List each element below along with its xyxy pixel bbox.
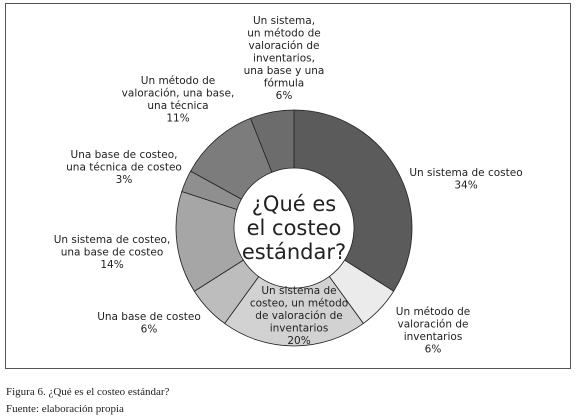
slice-percent: 3% xyxy=(116,174,133,186)
slice-label-line: Un sistema de costeo, xyxy=(54,234,171,246)
slice-label-line: fórmula xyxy=(264,78,305,90)
slice-label-line: un método de xyxy=(247,28,320,40)
center-text-line-1: ¿Qué es xyxy=(252,192,336,216)
slice-label-8: Un sistema, un método de valoración de inve… xyxy=(244,15,325,102)
slice-percent: 34% xyxy=(454,180,477,192)
slice-label-line: valoración de xyxy=(398,319,469,331)
slice-8 xyxy=(250,109,295,173)
slice-label-line: costeo, un método xyxy=(250,298,348,310)
center-text-line-3: estándar? xyxy=(242,240,346,264)
center-text-line-2: el costeo xyxy=(247,216,342,240)
slice-label-line: Una base de costeo, xyxy=(71,149,178,161)
slice-label-line: Un sistema de costeo xyxy=(409,167,522,179)
slice-label-line: Un sistema, xyxy=(253,15,315,27)
slice-percent: 6% xyxy=(425,344,442,356)
slice-label-line: de valoración de xyxy=(255,310,342,322)
slice-label-line: valoración, una base, xyxy=(122,88,235,100)
figure-source: Fuente: elaboración propia xyxy=(6,403,124,415)
slice-label-line: Un método de xyxy=(396,306,470,318)
slice-label-line: Una base de costeo xyxy=(97,311,201,323)
slice-label-line: inventarios xyxy=(270,323,329,335)
slice-label-line: valoración de xyxy=(249,40,320,52)
slice-label-line: Un sistema de xyxy=(261,285,336,297)
slice-percent: 6% xyxy=(141,324,158,336)
slice-label-3: Un sistema de costeo, un método de valorac… xyxy=(250,285,348,347)
slice-label-line: una base y una xyxy=(244,65,325,77)
slice-percent: 14% xyxy=(100,259,123,271)
slice-percent: 6% xyxy=(276,90,293,102)
slice-percent: 11% xyxy=(166,113,189,125)
figure-caption: Figura 6. ¿Qué es el costeo estándar? xyxy=(6,386,170,398)
slice-label-4: Una base de costeo 6% xyxy=(97,311,201,336)
slice-label-7: Un método de valoración, una base, una téc… xyxy=(122,75,235,125)
slice-3 xyxy=(224,275,364,347)
slice-label-2: Un método de valoración de inventarios 6% xyxy=(396,306,470,356)
slice-label-6: Una base de costeo, una técnica de costeo… xyxy=(66,149,182,186)
slice-label-line: una base de costeo xyxy=(61,247,164,259)
slice-label-line: una técnica de costeo xyxy=(66,162,182,174)
slice-label-line: inventarios xyxy=(404,331,463,343)
slice-label-1: Un sistema de costeo 34% xyxy=(409,167,522,192)
slice-1 xyxy=(293,109,413,292)
slice-percent: 20% xyxy=(287,335,310,347)
slice-label-5: Un sistema de costeo, una base de costeo 1… xyxy=(54,234,171,271)
slice-label-line: Un método de xyxy=(141,75,215,87)
slice-label-line: una técnica xyxy=(147,100,208,112)
slice-label-line: inventarios, xyxy=(253,53,315,65)
